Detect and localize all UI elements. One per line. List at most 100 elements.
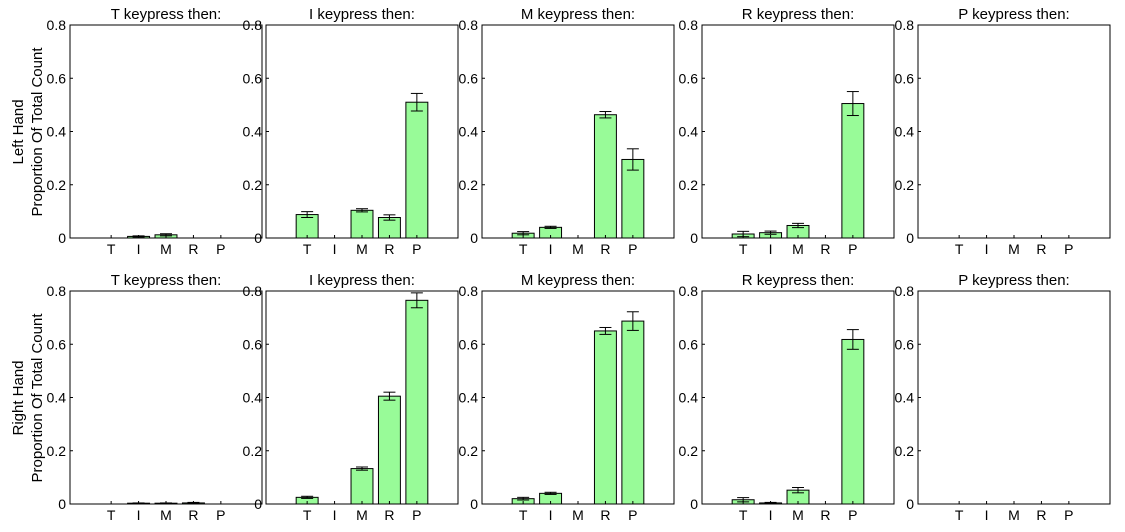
panel-right-hand-i-xtick-label-t: T bbox=[303, 507, 312, 523]
panel-left-hand-r-ytick-label-3: 0.6 bbox=[679, 70, 699, 86]
panel-right-hand-t-ytick-label-2: 0.4 bbox=[47, 390, 67, 406]
panel-left-hand-r-ytick-label-1: 0.2 bbox=[679, 177, 699, 193]
panel-left-hand-i-errorbar-p bbox=[410, 92, 423, 112]
panel-right-hand-m-ytick-label-4: 0.8 bbox=[459, 283, 479, 299]
panel-left-hand-m-errorbar-t bbox=[517, 231, 530, 236]
panel-right-hand-r-errorbar-m bbox=[792, 486, 804, 494]
panel-left-hand-t-title: T keypress then: bbox=[111, 6, 222, 23]
panel-left-hand-i-bar-t bbox=[295, 214, 319, 239]
panel-right-hand-m-ytick-label-2: 0.4 bbox=[459, 390, 479, 406]
panel-left-hand-i-bar-m bbox=[350, 209, 374, 239]
panel-left-hand-m-xtick-label-i: I bbox=[549, 241, 553, 257]
panel-left-hand-t-ytick-label-3: 0.6 bbox=[47, 70, 67, 86]
panel-right-hand-r-axes-box bbox=[701, 290, 895, 505]
panel-left-hand-p-xtick-label-i: I bbox=[985, 241, 989, 257]
panel-right-hand-i-ytick-label-0: 0 bbox=[254, 496, 262, 512]
panel-right-hand-i-ytick-label-1: 0.2 bbox=[243, 443, 263, 459]
panel-right-hand-i-bar-r bbox=[377, 395, 401, 505]
panel-right-hand-i-ytick-label-4: 0.8 bbox=[243, 283, 263, 299]
panel-right-hand-m-axes-box bbox=[481, 290, 675, 505]
panel-left-hand-m-ytick-label-0: 0 bbox=[470, 230, 478, 246]
panel-right-hand-t-xtick-label-r: R bbox=[188, 507, 198, 523]
panel-left-hand-m-xtick-label-p: P bbox=[628, 241, 637, 257]
panel-left-hand-p: P keypress then: T I M R P 0 0.2 0.4 0.6 0.8 bbox=[895, 6, 1111, 257]
panel-right-hand-i-xtick-label-r: R bbox=[384, 507, 394, 523]
panel-right-hand-i-xtick-label-i: I bbox=[333, 507, 337, 523]
panel-right-hand-p-ytick-label-4: 0.8 bbox=[895, 283, 915, 299]
panel-left-hand-r-xtick-label-m: M bbox=[792, 241, 804, 257]
panel-right-hand-r-errorbar-p bbox=[846, 329, 859, 350]
panel-left-hand-p-ytick-label-3: 0.6 bbox=[895, 70, 915, 86]
panel-right-hand-m: M keypress then: T I M R P 0 0.2 0.4 0.6 0.8 bbox=[459, 272, 675, 523]
panel-left-hand-r-bar-p bbox=[841, 103, 865, 239]
panel-right-hand-p-xtick-label-p: P bbox=[1064, 507, 1073, 523]
ylabel-left-hand: Left Hand Proportion Of Total Count bbox=[10, 47, 46, 217]
panel-left-hand-t-ytick-label-1: 0.2 bbox=[47, 177, 67, 193]
panel-left-hand-t-xtick-label-p: P bbox=[216, 241, 225, 257]
panel-left-hand-i-ytick-label-0: 0 bbox=[254, 230, 262, 246]
panel-left-hand-t-ytick-label-4: 0.8 bbox=[47, 17, 67, 33]
panel-left-hand-m-xtick-label-m: M bbox=[572, 241, 584, 257]
panel-right-hand-p-xtick-label-m: M bbox=[1008, 507, 1020, 523]
panel-right-hand-p: P keypress then: T I M R P 0 0.2 0.4 0.6 0.8 bbox=[895, 272, 1111, 523]
panel-right-hand-t-axes-box bbox=[69, 290, 263, 505]
panel-left-hand-i-ytick-label-2: 0.4 bbox=[243, 124, 263, 140]
panel-left-hand-i-xtick-label-i: I bbox=[333, 241, 337, 257]
panel-left-hand-i-axes-box bbox=[265, 24, 459, 239]
panel-right-hand-i-title: I keypress then: bbox=[309, 272, 415, 289]
panel-right-hand-i-errorbar-p bbox=[410, 292, 423, 309]
ylabel-left-hand-line2: Proportion Of Total Count bbox=[29, 47, 46, 217]
panel-right-hand-m-ytick-label-0: 0 bbox=[470, 496, 478, 512]
panel-right-hand-m-errorbar-p bbox=[626, 311, 639, 331]
panel-right-hand-i-ytick-label-3: 0.6 bbox=[243, 336, 263, 352]
panel-right-hand-r-ytick-label-2: 0.4 bbox=[679, 390, 699, 406]
panel-left-hand-p-title: P keypress then: bbox=[958, 6, 1069, 23]
panel-left-hand-m-errorbar-r bbox=[599, 111, 612, 119]
panel-left-hand-m-errorbar-i bbox=[544, 225, 557, 229]
panel-right-hand-p-ytick-label-3: 0.6 bbox=[895, 336, 915, 352]
panel-right-hand-r-ytick-label-4: 0.8 bbox=[679, 283, 699, 299]
panel-left-hand-p-ytick-label-1: 0.2 bbox=[895, 177, 915, 193]
panel-right-hand-m-xtick-label-r: R bbox=[600, 507, 610, 523]
panel-right-hand-p-xtick-label-i: I bbox=[985, 507, 989, 523]
panel-right-hand-i-bar-m bbox=[350, 468, 374, 505]
panel-left-hand-r-title: R keypress then: bbox=[742, 6, 855, 23]
panel-left-hand-m-ytick-label-1: 0.2 bbox=[459, 177, 479, 193]
panel-left-hand-r-ytick-label-4: 0.8 bbox=[679, 17, 699, 33]
panel-right-hand-r-xtick-label-r: R bbox=[820, 507, 830, 523]
panel-right-hand-i: I keypress then: T I M R P 0 0.2 0.4 0.6 0.8 bbox=[243, 272, 459, 523]
panel-right-hand-i-errorbar-r bbox=[383, 391, 396, 401]
panel-left-hand-m: M keypress then: T I M R P 0 0.2 0.4 0.6 0.8 bbox=[459, 6, 675, 257]
panel-left-hand-i: I keypress then: T I M R P 0 0.2 0.4 0.6 0.8 bbox=[243, 6, 459, 257]
panel-left-hand-p-axes-box bbox=[917, 24, 1111, 239]
panel-right-hand-m-ytick-label-1: 0.2 bbox=[459, 443, 479, 459]
panel-left-hand-m-ytick-label-4: 0.8 bbox=[459, 17, 479, 33]
panel-left-hand-p-ytick-label-0: 0 bbox=[906, 230, 914, 246]
panel-right-hand-m-xtick-label-m: M bbox=[572, 507, 584, 523]
panel-left-hand-r-ytick-label-0: 0 bbox=[690, 230, 698, 246]
panel-left-hand-t-axes-box bbox=[69, 24, 263, 239]
panel-left-hand-m-xtick-label-t: T bbox=[519, 241, 528, 257]
panel-right-hand-m-errorbar-r bbox=[599, 326, 612, 335]
panel-right-hand-i-errorbar-t bbox=[301, 495, 314, 499]
panel-left-hand-r-xtick-label-p: P bbox=[848, 241, 857, 257]
panel-right-hand-p-ytick-label-0: 0 bbox=[906, 496, 914, 512]
panel-left-hand-m-title: M keypress then: bbox=[521, 6, 635, 23]
panel-right-hand-m-title: M keypress then: bbox=[521, 272, 635, 289]
panel-left-hand-i-ytick-label-3: 0.6 bbox=[243, 70, 263, 86]
panel-right-hand-t-xtick-label-m: M bbox=[160, 507, 172, 523]
panel-left-hand-m-axes-box bbox=[481, 24, 675, 239]
panel-left-hand-r-errorbar-p bbox=[846, 91, 859, 117]
panel-right-hand-m-bar-p bbox=[621, 320, 645, 505]
panel-left-hand-p-xtick-label-p: P bbox=[1064, 241, 1073, 257]
panel-right-hand-p-xtick-label-t: T bbox=[955, 507, 964, 523]
panel-right-hand-t: T keypress then: T I M R P 0 0.2 0.4 0.6 0.8 bbox=[47, 272, 263, 523]
panel-left-hand-p-xtick-label-m: M bbox=[1008, 241, 1020, 257]
panel-left-hand-p-xtick-label-r: R bbox=[1036, 241, 1046, 257]
panel-left-hand-i-xtick-label-r: R bbox=[384, 241, 394, 257]
panel-left-hand-m-ytick-label-2: 0.4 bbox=[459, 124, 479, 140]
panel-right-hand-t-xtick-label-t: T bbox=[107, 507, 116, 523]
panel-left-hand-t-xtick-label-i: I bbox=[137, 241, 141, 257]
panel-left-hand-t-xtick-label-t: T bbox=[107, 241, 116, 257]
